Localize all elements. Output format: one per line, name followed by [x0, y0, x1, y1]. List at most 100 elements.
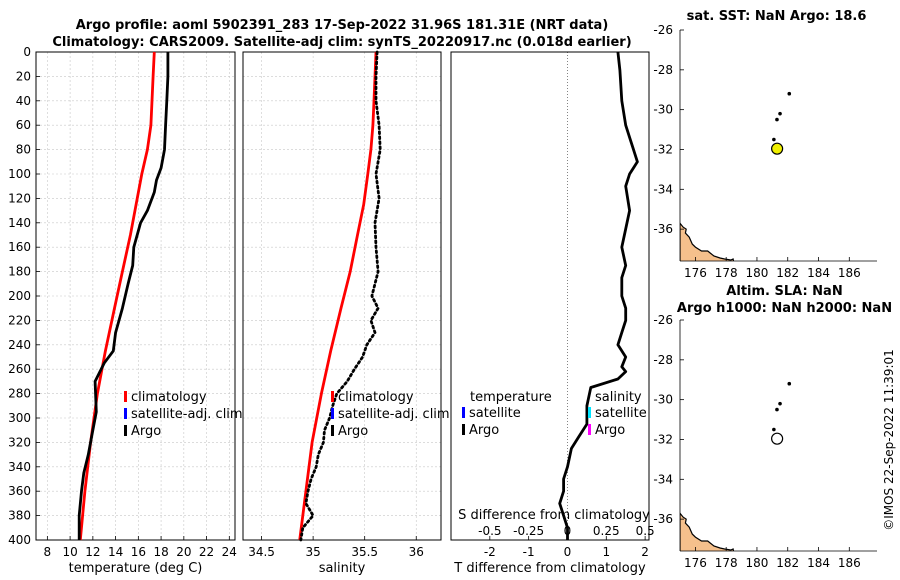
map-x-tick-label: 176 [684, 556, 707, 570]
legend-label: satellite [469, 406, 521, 421]
legend-label: Argo [469, 423, 499, 438]
secondary-tick-label: 0.5 [636, 524, 655, 538]
x-tick-label: 0 [564, 545, 572, 559]
map-x-tick-label: 184 [807, 556, 830, 570]
secondary-tick-label: -0.5 [478, 524, 501, 538]
track-point [775, 407, 779, 412]
series-line-climatology [298, 51, 378, 541]
x-tick-label: 8 [44, 545, 52, 559]
track-point [778, 401, 782, 406]
x-tick-label: 34.5 [248, 545, 275, 559]
map-title-line2: Argo h1000: NaN h2000: NaN [677, 301, 892, 316]
x-tick-label: 24 [222, 545, 237, 559]
land-mass [680, 512, 735, 551]
x-tick-label: 35.5 [351, 545, 378, 559]
track-point [772, 137, 776, 142]
y-tick-label: 380 [8, 509, 31, 523]
x-tick-label: 10 [62, 545, 77, 559]
axes-frame [242, 51, 442, 541]
legend-swatch [588, 407, 591, 418]
y-tick-label: 100 [8, 167, 31, 181]
legend-label: satellite [595, 406, 647, 421]
y-tick-label: 20 [16, 69, 31, 83]
y-tick-label: 340 [8, 460, 31, 474]
x-tick-label: 14 [108, 545, 123, 559]
map-y-tick-label: -32 [653, 432, 673, 446]
axes-frame [450, 51, 650, 541]
legend-label: satellite-adj. clim [131, 407, 243, 422]
x-tick-label: -2 [484, 545, 496, 559]
track-point [787, 91, 792, 96]
figure-title-line2: Climatology: CARS2009. Satellite-adj cli… [52, 35, 631, 50]
x-tick-label: 22 [199, 545, 214, 559]
map-y-tick-label: -36 [653, 222, 673, 236]
map-x-tick-label: 178 [715, 266, 738, 280]
legend-swatch [124, 391, 127, 402]
x-axis-label: T difference from climatology [453, 561, 646, 576]
map-x-tick-label: 180 [746, 266, 769, 280]
x-tick-label: 2 [641, 545, 649, 559]
map-y-tick-label: -28 [653, 63, 673, 77]
y-tick-label: 320 [8, 435, 31, 449]
map-y-tick-label: -30 [653, 103, 673, 117]
y-tick-label: 300 [8, 411, 31, 425]
y-tick-label: 0 [23, 45, 31, 59]
map-x-tick-label: 180 [746, 556, 769, 570]
sst-map-panel: sat. SST: NaN Argo: 18.6 176 178 180 182 184 1… [653, 9, 877, 280]
x-axis-label: salinity [319, 561, 366, 576]
secondary-axis-label: S difference from climatology [458, 508, 650, 523]
y-tick-label: 180 [8, 265, 31, 279]
legend-label: Argo [131, 424, 161, 439]
imos-watermark: ©IMOS 22-Sep-2022 11:39:01 [882, 349, 896, 531]
legend-swatch [331, 408, 334, 419]
legend-label: climatology [338, 390, 414, 405]
x-tick-label: 1 [602, 545, 610, 559]
legend-swatch [462, 407, 465, 418]
map-x-tick-label: 182 [776, 556, 799, 570]
map-y-tick-label: -26 [653, 313, 673, 327]
map-y-tick-label: -34 [653, 182, 673, 196]
x-tick-label: 36 [409, 545, 424, 559]
y-tick-label: 220 [8, 313, 31, 327]
map-x-tick-label: 186 [838, 266, 861, 280]
x-tick-label: 35 [305, 545, 320, 559]
series-line-argo [77, 52, 170, 540]
secondary-tick-label: 0.25 [593, 524, 620, 538]
map-y-tick-label: -30 [653, 393, 673, 407]
y-tick-label: 240 [8, 338, 31, 352]
legend-swatch [462, 424, 465, 435]
land-mass [680, 222, 735, 261]
y-tick-label: 200 [8, 289, 31, 303]
track-point [775, 117, 779, 122]
legend-swatch [588, 424, 591, 435]
legend-label: Argo [338, 424, 368, 439]
y-tick-label: 160 [8, 240, 31, 254]
x-tick-label: 16 [131, 545, 146, 559]
y-tick-label: 60 [16, 118, 31, 132]
sla-map-panel: Altim. SLA: NaN Argo h1000: NaN h2000: Na… [653, 284, 892, 570]
series-line-argo [299, 50, 382, 542]
legend-swatch [124, 408, 127, 419]
y-tick-label: 120 [8, 191, 31, 205]
salinity-panel: 34.5 35 35.5 36 salinity climatology satellite… [242, 50, 450, 576]
map-x-tick-label: 182 [776, 266, 799, 280]
float-position-marker [771, 432, 784, 445]
legend-group-title: salinity [595, 390, 642, 405]
legend-swatch [331, 425, 334, 436]
legend-swatch [331, 391, 334, 402]
map-x-tick-label: 176 [684, 266, 707, 280]
map-y-tick-label: -26 [653, 23, 673, 37]
x-tick-label: 18 [153, 545, 168, 559]
series-line-t-difference-argo- [558, 51, 639, 540]
legend-label: satellite-adj. clim [338, 407, 450, 422]
y-tick-label: 360 [8, 484, 31, 498]
y-tick-label: 40 [16, 94, 31, 108]
legend-group-title: temperature [470, 390, 552, 405]
secondary-tick-label: 0 [564, 524, 572, 538]
map-x-tick-label: 186 [838, 556, 861, 570]
map-y-tick-label: -36 [653, 512, 673, 526]
legend-swatch [124, 425, 127, 436]
map-y-tick-label: -34 [653, 472, 673, 486]
x-axis-label: temperature (deg C) [69, 561, 203, 576]
